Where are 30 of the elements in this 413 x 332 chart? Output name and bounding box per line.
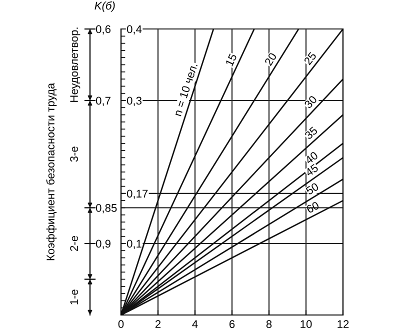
- x-tick-label: 8: [266, 320, 272, 328]
- x-tick-label: 4: [192, 320, 198, 328]
- y2-axis-title: Коэффициент безопасности труда: [46, 82, 57, 260]
- y2-tick-label: 0,85: [96, 204, 117, 214]
- y2-tick-label: 0,7: [96, 96, 110, 106]
- text: 15: [225, 53, 238, 66]
- text: Неудовлетвор.: [70, 28, 80, 102]
- text: 30: [304, 95, 318, 109]
- y-tick-label: 0,17: [126, 190, 148, 199]
- y-tick-label: 0,1: [126, 240, 142, 249]
- text: n = 10 чел.: [174, 62, 198, 116]
- text: 25: [304, 52, 317, 66]
- text: 20: [264, 52, 277, 66]
- text: 40: [304, 151, 318, 164]
- y-tick-label: 0,3: [126, 96, 142, 106]
- x-tick-label: 12: [338, 320, 349, 328]
- chart-title: K(б): [94, 1, 115, 12]
- y-tick-label: 0,4: [126, 25, 142, 34]
- y2-tick-label: 0,6: [96, 25, 111, 34]
- x-tick-label: 2: [155, 320, 161, 328]
- y2-tick-label: 0,9: [96, 240, 110, 249]
- text: 45: [304, 164, 319, 177]
- text: 50: [305, 182, 320, 196]
- x-tick-label: 0: [118, 320, 124, 328]
- text: 1-е: [70, 290, 78, 304]
- x-tick-label: 10: [300, 320, 312, 328]
- x-tick-label: 6: [229, 320, 235, 328]
- text: 35: [304, 126, 318, 140]
- text: 3-е: [70, 146, 78, 162]
- text: 2-е: [70, 236, 78, 251]
